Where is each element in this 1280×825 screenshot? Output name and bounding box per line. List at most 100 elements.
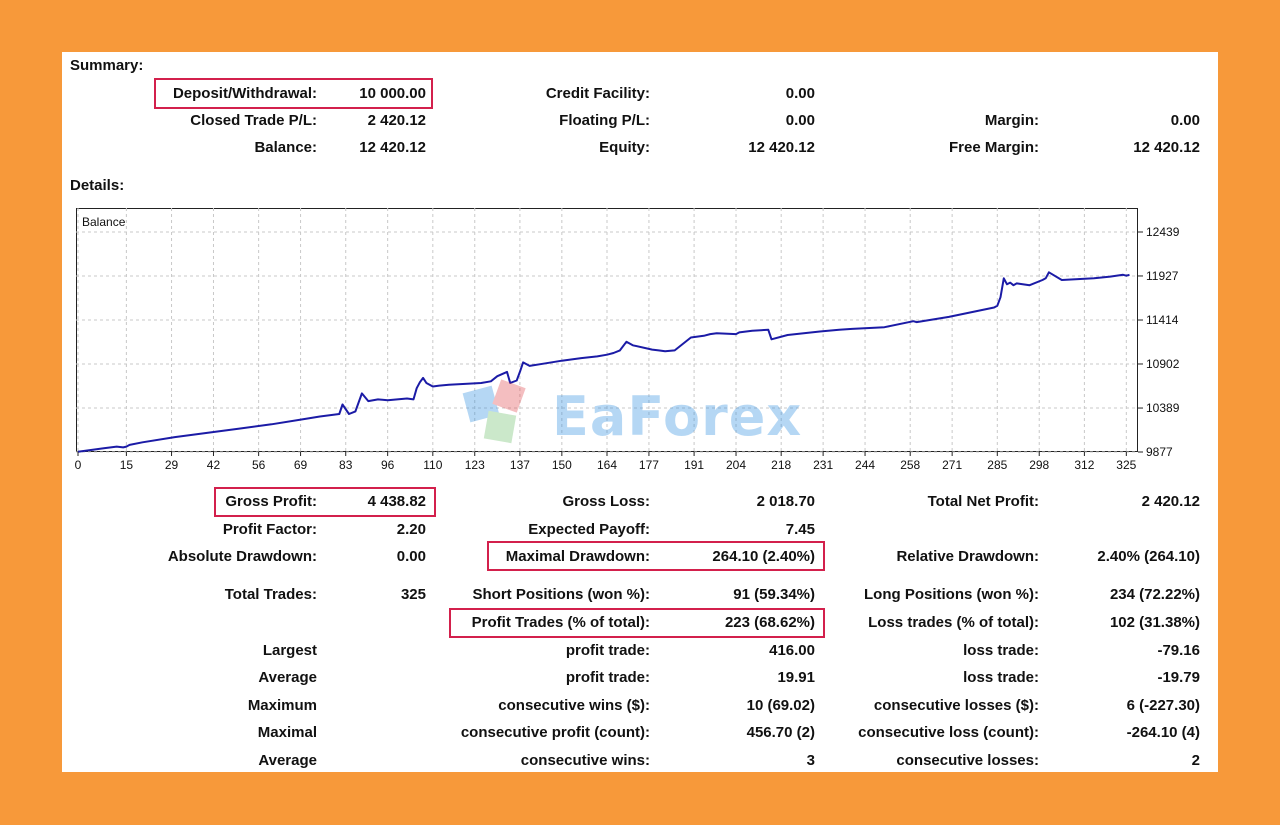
stat-row-1-loss-label: loss trade: xyxy=(963,669,1039,686)
gross-loss-value: 2 018.70 xyxy=(756,493,815,510)
free-margin-label: Free Margin: xyxy=(948,139,1039,156)
balance-line xyxy=(77,271,1130,453)
x-tick-label: 15 xyxy=(120,458,134,472)
closed-pl-label: Closed Trade P/L: xyxy=(190,112,317,129)
floating-pl-value: 0.00 xyxy=(785,112,815,129)
x-tick-label: 123 xyxy=(465,458,485,472)
gross-loss-label: Gross Loss: xyxy=(562,493,650,510)
floating-pl-label: Floating P/L: xyxy=(559,112,650,129)
deposit-value: 10 000.00 xyxy=(359,85,426,102)
gross-profit-label: Gross Profit: xyxy=(225,493,317,510)
x-tick-label: 0 xyxy=(75,458,82,472)
total-net-profit-value: 2 420.12 xyxy=(1141,493,1200,510)
long-positions-value: 234 (72.22%) xyxy=(1109,586,1200,603)
margin-label: Margin: xyxy=(984,112,1039,129)
margin-value: 0.00 xyxy=(1170,112,1200,129)
x-tick-label: 191 xyxy=(684,458,704,472)
stat-row-0-loss-value: -79.16 xyxy=(1157,642,1200,659)
maximal-drawdown-label: Maximal Drawdown: xyxy=(505,548,650,565)
stat-row-4-name: Average xyxy=(258,752,317,769)
x-tick-label: 204 xyxy=(726,458,746,472)
eaforex-logo-icon xyxy=(462,379,526,444)
y-axis-ticks: 12439 11927 11414 10902 10389 9877 xyxy=(1138,225,1180,459)
x-tick-label: 42 xyxy=(207,458,221,472)
stat-row-0-loss-label: loss trade: xyxy=(963,642,1039,659)
stat-row-3-value: 456.70 (2) xyxy=(746,724,815,741)
x-tick-label: 325 xyxy=(1116,458,1136,472)
stat-row-2-name: Maximum xyxy=(247,697,317,714)
x-tick-label: 298 xyxy=(1029,458,1049,472)
stat-row-4-loss-value: 2 xyxy=(1191,752,1200,769)
x-axis-ticks: 0 15 29 42 56 69 83 96 110 123 137 150 164 177 191 204 2… xyxy=(75,452,1137,472)
x-tick-label: 218 xyxy=(771,458,791,472)
x-tick-label: 29 xyxy=(165,458,179,472)
y-tick-label: 10389 xyxy=(1146,401,1180,415)
x-tick-label: 150 xyxy=(552,458,572,472)
max-drawdown-highlight-box xyxy=(487,541,825,571)
chart-grid xyxy=(76,208,1138,453)
stat-row-1-label: profit trade: xyxy=(565,669,650,686)
x-tick-label: 56 xyxy=(252,458,266,472)
balance-chart: Balance 0 15 29 42 56 69 83 96 110 123 137 150 164 17… xyxy=(75,208,1180,472)
stat-row-4-loss-label: consecutive losses: xyxy=(896,752,1039,769)
stat-row-4-value: 3 xyxy=(806,752,815,769)
details-heading: Details: xyxy=(70,177,125,194)
profit-factor-value: 2.20 xyxy=(396,521,426,538)
gross-profit-highlight-box xyxy=(214,487,436,517)
deposit-highlight-box xyxy=(154,78,433,109)
relative-drawdown-label: Relative Drawdown: xyxy=(896,548,1039,565)
stat-row-1-loss-value: -19.79 xyxy=(1157,669,1200,686)
stat-row-2-value: 10 (69.02) xyxy=(746,697,815,714)
y-tick-label: 11414 xyxy=(1146,313,1179,327)
profit-factor-label: Profit Factor: xyxy=(222,521,317,538)
x-tick-label: 312 xyxy=(1074,458,1094,472)
stat-row-0-value: 416.00 xyxy=(769,642,815,659)
short-positions-value: 91 (59.34%) xyxy=(733,586,815,603)
relative-drawdown-value: 2.40% (264.10) xyxy=(1097,548,1200,565)
stat-row-3-label: consecutive profit (count): xyxy=(460,724,650,741)
summary-heading: Summary: xyxy=(70,57,144,74)
stat-row-4-label: consecutive wins: xyxy=(520,752,650,769)
balance-label: Balance: xyxy=(254,139,317,156)
y-tick-label: 12439 xyxy=(1146,225,1180,239)
closed-pl-value: 2 420.12 xyxy=(367,112,426,129)
stat-row-1-name: Average xyxy=(258,669,317,686)
equity-label: Equity: xyxy=(599,139,650,156)
total-trades-value: 325 xyxy=(400,586,426,603)
x-tick-label: 258 xyxy=(900,458,920,472)
profit-trades-value: 223 (68.62%) xyxy=(724,614,815,631)
stat-row-3-loss-label: consecutive loss (count): xyxy=(858,724,1039,741)
watermark-logo: EaForex xyxy=(460,375,830,455)
short-positions-label: Short Positions (won %): xyxy=(472,586,651,603)
maximal-drawdown-value: 264.10 (2.40%) xyxy=(712,548,815,565)
x-tick-label: 244 xyxy=(855,458,875,472)
stat-row-0-name: Largest xyxy=(262,642,317,659)
stat-row-2-label: consecutive wins ($): xyxy=(498,697,650,714)
watermark-text: EaForex xyxy=(552,385,803,448)
x-tick-label: 110 xyxy=(423,458,442,472)
x-tick-label: 271 xyxy=(942,458,962,472)
x-tick-label: 285 xyxy=(987,458,1007,472)
x-tick-label: 96 xyxy=(381,458,395,472)
credit-label: Credit Facility: xyxy=(545,85,650,102)
y-tick-label: 9877 xyxy=(1146,445,1173,459)
stat-row-2-loss-label: consecutive losses ($): xyxy=(873,697,1039,714)
loss-trades-label: Loss trades (% of total): xyxy=(868,614,1039,631)
total-trades-label: Total Trades: xyxy=(224,586,317,603)
stat-row-3-name: Maximal xyxy=(257,724,317,741)
total-net-profit-label: Total Net Profit: xyxy=(927,493,1039,510)
stat-row-2-loss-value: 6 (-227.30) xyxy=(1126,697,1200,714)
stat-row-0-label: profit trade: xyxy=(565,642,650,659)
absolute-drawdown-label: Absolute Drawdown: xyxy=(167,548,317,565)
balance-value: 12 420.12 xyxy=(359,139,426,156)
x-tick-label: 137 xyxy=(510,458,530,472)
x-tick-label: 69 xyxy=(294,458,308,472)
profit-trades-label: Profit Trades (% of total): xyxy=(471,614,650,631)
chart-title: Balance xyxy=(82,215,126,229)
profit-trades-highlight-box xyxy=(449,608,825,638)
equity-value: 12 420.12 xyxy=(748,139,815,156)
deposit-label: Deposit/Withdrawal: xyxy=(172,85,317,102)
expected-payoff-label: Expected Payoff: xyxy=(528,521,650,538)
loss-trades-value: 102 (31.38%) xyxy=(1109,614,1200,631)
credit-value: 0.00 xyxy=(785,85,815,102)
